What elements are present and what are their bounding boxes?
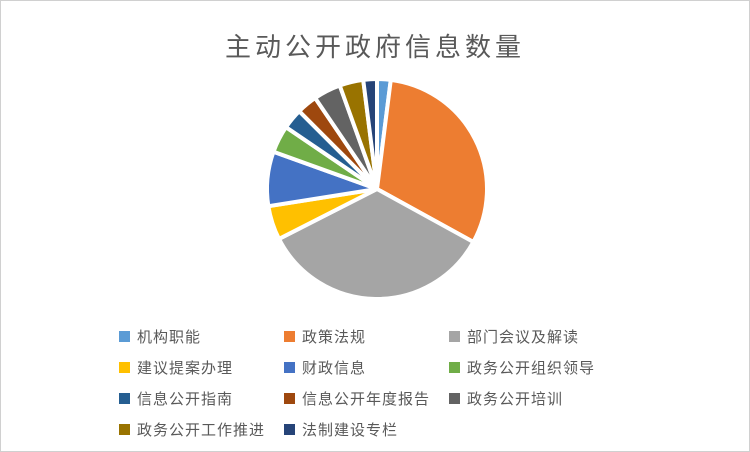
pie-slice-3 [276,186,477,301]
legend-label: 政务公开工作推进 [137,423,266,439]
legend-swatch-icon [449,331,460,342]
legend-item: 法制建设专栏 [284,419,449,440]
legend-label: 法制建设专栏 [302,423,399,439]
legend-label: 建议提案办理 [137,361,234,377]
legend-item: 政务公开培训 [449,388,595,409]
legend-swatch-icon [284,331,295,342]
legend-swatch-icon [284,393,295,404]
legend-label: 信息公开年度报告 [302,392,431,408]
legend-item: 信息公开指南 [119,388,284,409]
legend-swatch-icon [119,331,130,342]
legend-item: 政务公开组织领导 [449,357,595,378]
pie-slice-11 [360,76,379,190]
chart-title: 主动公开政府信息数量 [224,33,525,62]
legend-item: 机构职能 [119,326,284,347]
legend-item: 建议提案办理 [119,357,284,378]
legend-item: 政务公开工作推进 [119,419,284,440]
legend-label: 机构职能 [137,330,202,346]
legend-swatch-icon [284,362,295,373]
legend-label: 政务公开培训 [467,392,564,408]
legend-label: 政务公开组织领导 [467,361,596,377]
legend-label: 部门会议及解读 [467,330,580,346]
legend-swatch-icon [449,362,460,373]
legend-item: 部门会议及解读 [449,326,595,347]
legend-item: 信息公开年度报告 [284,388,449,409]
legend-item: 政策法规 [284,326,449,347]
legend-item: 财政信息 [284,357,449,378]
legend-label: 信息公开指南 [137,392,234,408]
legend-swatch-icon [284,424,295,435]
legend-swatch-icon [119,362,130,373]
legend-label: 财政信息 [302,361,367,377]
legend-swatch-icon [119,424,130,435]
legend-swatch-icon [119,393,130,404]
pie-slice-2 [374,77,489,245]
legend-swatch-icon [449,393,460,404]
legend-label: 政策法规 [302,330,367,346]
chart-legend: 机构职能 政策法规 部门会议及解读建议提案办理 财政信息 政务公开组织领导信息公开指南 信… [119,321,595,445]
